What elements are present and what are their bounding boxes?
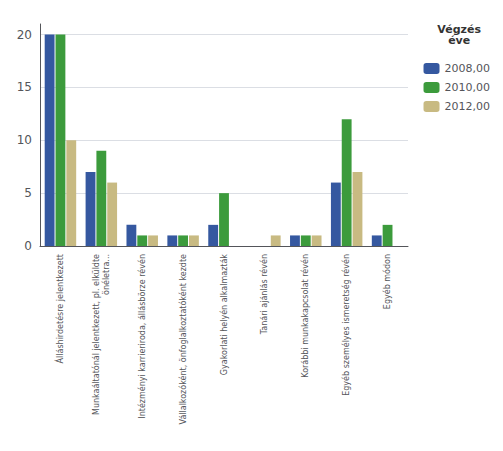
svg-text:15: 15	[17, 80, 32, 94]
svg-text:Gyakorlati helyén alkalmazták: Gyakorlati helyén alkalmazták	[219, 254, 229, 376]
svg-text:5: 5	[24, 186, 32, 200]
svg-text:Egyéb módon: Egyéb módon	[382, 254, 392, 309]
svg-text:Egyéb személyes ismeretség rév: Egyéb személyes ismeretség révén	[341, 254, 351, 396]
svg-text:2010,00: 2010,00	[445, 81, 491, 94]
svg-text:önéletra...: önéletra...	[101, 254, 111, 295]
svg-text:2008,00: 2008,00	[445, 62, 491, 75]
svg-text:Korábbi munkakapcsolat révén: Korábbi munkakapcsolat révén	[300, 254, 310, 378]
svg-text:Tanári ajánlás révén: Tanári ajánlás révén	[259, 254, 269, 335]
svg-text:Intézményi karrieriroda, állás: Intézményi karrieriroda, állásbörze révé…	[137, 254, 147, 419]
svg-text:0: 0	[24, 239, 32, 253]
svg-text:Végzés: Végzés	[437, 23, 481, 36]
svg-text:éve: éve	[448, 34, 470, 47]
svg-text:20: 20	[17, 28, 32, 42]
svg-text:Munkaáltatónál jelentkezett, p: Munkaáltatónál jelentkezett, pl. elküldt…	[91, 254, 101, 415]
svg-text:Vállalkozóként, önfoglalkoztat: Vállalkozóként, önfoglalkoztatóként kezd…	[178, 254, 188, 425]
svg-text:2012,00: 2012,00	[445, 100, 491, 113]
svg-text:10: 10	[17, 133, 32, 147]
svg-text:Álláshirdetésre jelentkezett: Álláshirdetésre jelentkezett	[54, 254, 65, 363]
